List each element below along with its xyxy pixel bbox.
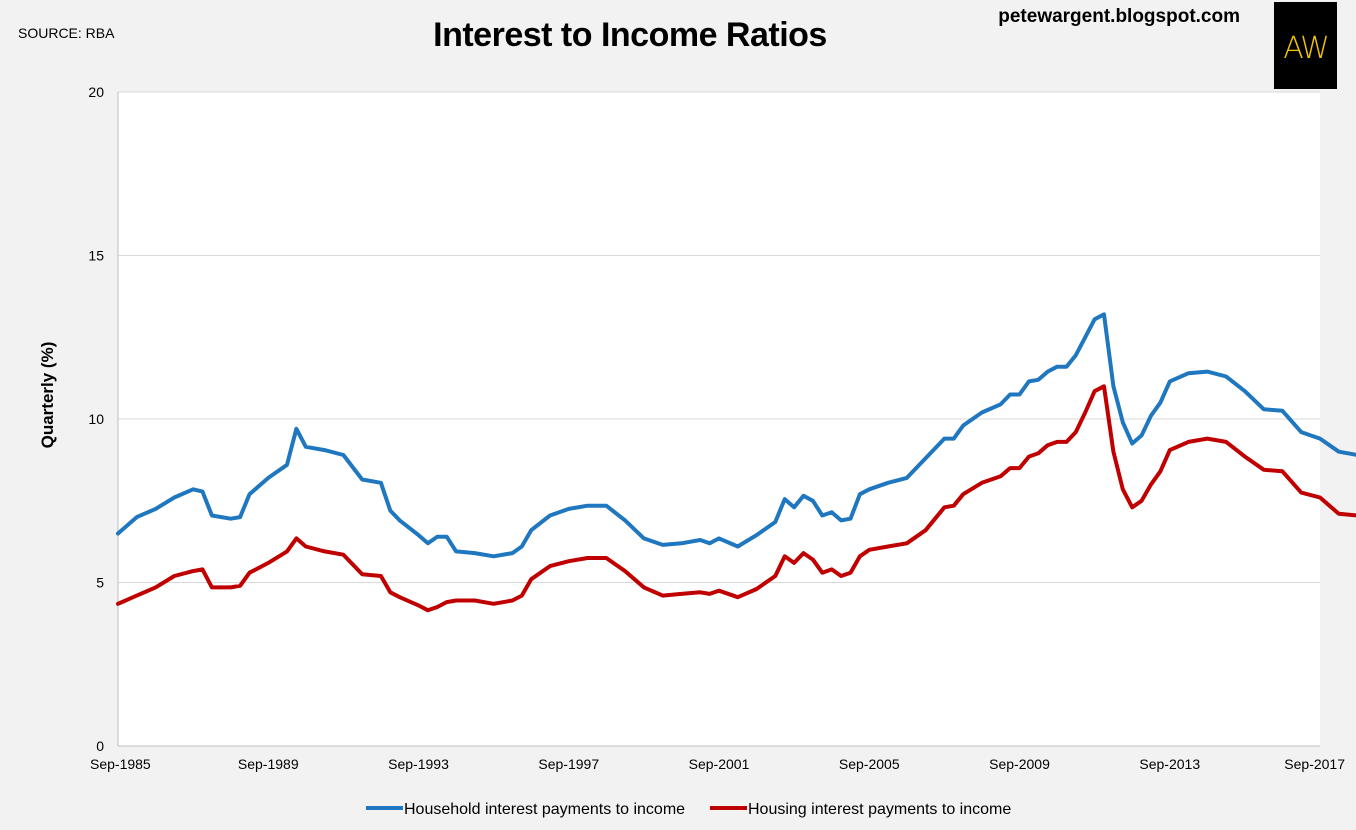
- series-line-2: [116, 384, 1356, 613]
- x-tick-label: Sep-2005: [839, 756, 900, 772]
- legend-label: Household interest payments to income: [404, 801, 685, 818]
- gridlines: [117, 91, 1320, 747]
- x-axis: Sep-1985 Sep-1989 Sep-1993 Sep-1997 Sep-2001…: [90, 756, 1345, 772]
- logo-text: AW: [1283, 31, 1328, 66]
- x-tick-label: Sep-2001: [689, 756, 750, 772]
- y-tick-label: 5: [96, 575, 104, 591]
- source-note: SOURCE: RBA: [18, 25, 115, 41]
- series-lines: [116, 312, 1356, 613]
- y-tick-label: 15: [88, 248, 104, 264]
- x-tick-label: Sep-1993: [388, 756, 449, 772]
- x-tick-label: Sep-1997: [538, 756, 599, 772]
- y-tick-label: 10: [88, 411, 104, 427]
- y-tick-label: 0: [96, 738, 104, 754]
- x-tick-label: Sep-2009: [989, 756, 1050, 772]
- x-tick-label: Sep-2013: [1139, 756, 1200, 772]
- x-tick-label: Sep-2017: [1284, 756, 1345, 772]
- y-axis-label: Quarterly (%): [38, 342, 57, 449]
- blog-url: petewargent.blogspot.com: [998, 6, 1240, 27]
- x-tick-label: Sep-1989: [238, 756, 299, 772]
- legend: Household interest payments to income Hou…: [366, 801, 1011, 818]
- y-tick-label: 20: [88, 84, 104, 100]
- series-line-1: [116, 312, 1356, 559]
- y-axis: 0 5 10 15 20: [88, 84, 104, 754]
- chart-title: Interest to Income Ratios: [433, 16, 827, 54]
- aw-logo: AW: [1274, 2, 1337, 89]
- legend-label: Housing interest payments to income: [748, 801, 1011, 818]
- x-tick-label: Sep-1985: [90, 756, 151, 772]
